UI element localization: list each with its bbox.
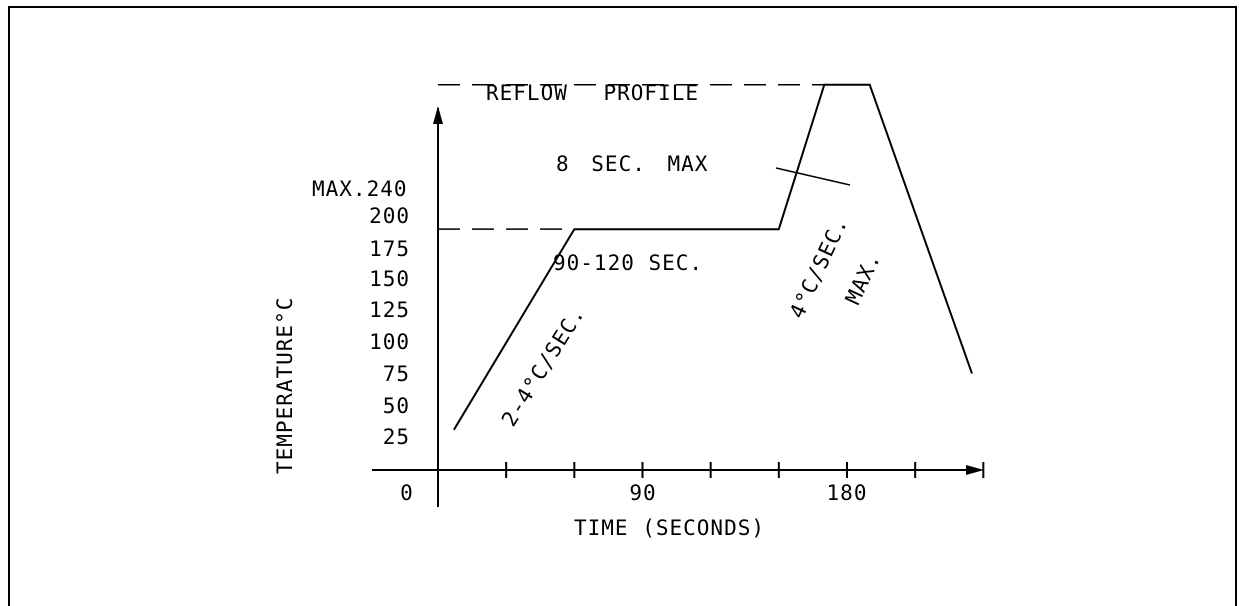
y-axis-label: TEMPERATURE°C (273, 297, 297, 474)
annotation-soak: 90-120 SEC. (553, 251, 703, 275)
drawing-frame (8, 6, 1237, 606)
y-tick-labels: 25 50 75 100 125 150 175 200 (369, 204, 410, 449)
y-axis-arrow (433, 106, 443, 124)
profile-line (453, 83, 973, 431)
peak-hold-leader (775, 167, 851, 186)
x-tick-label: 90 (629, 481, 656, 505)
reference-lines (438, 83, 825, 230)
y-tick-label: 150 (369, 267, 410, 291)
annotation-ramp-up: 2-4°C/SEC. (497, 302, 590, 430)
y-tick-label: 200 (369, 204, 410, 228)
annotation-peak-hold: 8 SEC. MAX (556, 152, 708, 176)
y-tick-label: 75 (383, 362, 410, 386)
y-max-label: MAX.240 (312, 177, 408, 201)
y-tick-label: 175 (369, 237, 410, 261)
y-tick-label: 25 (383, 425, 410, 449)
annotation-ramp-to-peak-line1: 4°C/SEC. (785, 213, 853, 322)
x-tick-label: 0 (400, 481, 414, 505)
x-axis-ticks (505, 462, 985, 478)
y-tick-label: 125 (369, 298, 410, 322)
x-axis-arrow (966, 465, 984, 475)
x-tick-labels: 0 90 180 (400, 481, 868, 505)
x-tick-label: 180 (827, 481, 868, 505)
y-tick-label: 50 (383, 394, 410, 418)
y-tick-label: 100 (369, 330, 410, 354)
annotation-ramp-to-peak-line2: MAX. (841, 249, 886, 309)
x-axis-label: TIME (SECONDS) (574, 516, 765, 540)
